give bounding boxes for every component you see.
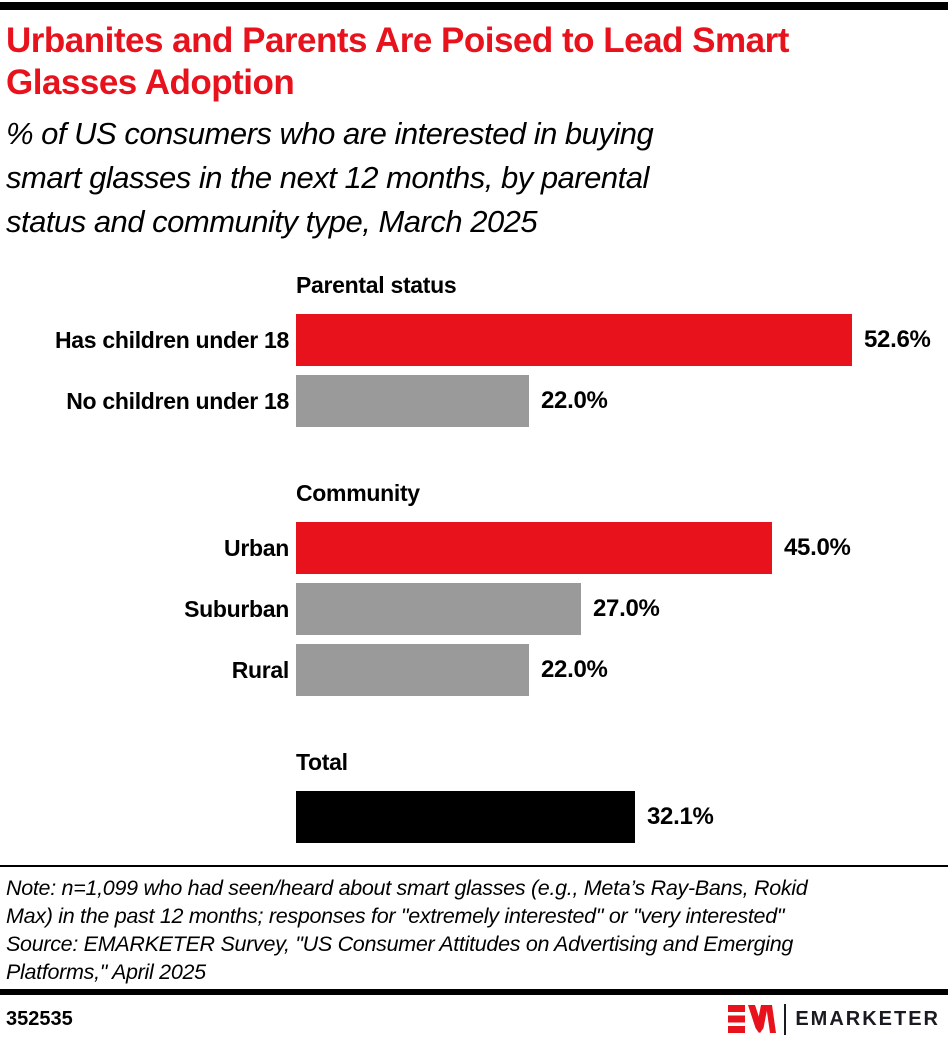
- bar: [296, 375, 529, 427]
- chart-id: 352535: [6, 1007, 73, 1030]
- emarketer-monogram-icon: [728, 1005, 777, 1033]
- bar-value-label: 32.1%: [647, 803, 714, 830]
- chart-subtitle: % of US consumers who are interested in …: [6, 116, 654, 239]
- bar-value-label: 52.6%: [864, 326, 931, 353]
- footer-row: 352535 EMARKETER: [6, 1001, 940, 1037]
- bar-row: Suburban 27.0%: [0, 583, 948, 635]
- chart-notes: Note: n=1,099 who had seen/heard about s…: [6, 874, 940, 986]
- group-title: Parental status: [296, 272, 457, 298]
- bar-value-label: 27.0%: [593, 595, 660, 622]
- chart-header: Urbanites and Parents Are Poised to Lead…: [6, 20, 938, 244]
- group-title: Total: [296, 749, 348, 775]
- bar-chart: Parental status Has children under 18 52.6…: [0, 272, 948, 843]
- logo-divider: [784, 1003, 787, 1035]
- bar-label: Rural: [231, 656, 290, 683]
- bar-label: Has children under 18: [55, 326, 289, 353]
- bar: [296, 791, 635, 843]
- source-text: Source: EMARKETER Survey, "US Consumer A…: [6, 932, 794, 984]
- chart-group: Community Urban 45.0% Suburban 27.0% Rural 22.…: [0, 480, 948, 696]
- note-text: Note: n=1,099 who had seen/heard about s…: [6, 876, 808, 928]
- bar-row: Has children under 18 52.6%: [0, 314, 948, 366]
- bar: [296, 644, 529, 696]
- bar-row: No children under 18 22.0%: [0, 375, 948, 427]
- logo-wordmark: EMARKETER: [795, 1007, 940, 1030]
- bar-row: Rural 22.0%: [0, 644, 948, 696]
- bar-label: No children under 18: [66, 387, 289, 414]
- bar: [296, 522, 772, 574]
- bar-row: Urban 45.0%: [0, 522, 948, 574]
- top-rule: [0, 2, 948, 10]
- bar: [296, 314, 852, 366]
- bar-value-label: 45.0%: [784, 534, 851, 561]
- bar: [296, 583, 581, 635]
- chart-group: Parental status Has children under 18 52.6…: [0, 272, 948, 427]
- emarketer-logo: EMARKETER: [728, 1002, 940, 1036]
- bar-value-label: 22.0%: [541, 387, 608, 414]
- footer-divider-rule: [0, 865, 948, 867]
- bar-label: Urban: [224, 534, 289, 561]
- chart-title: Urbanites and Parents Are Poised to Lead…: [6, 21, 789, 102]
- bar-row: 32.1%: [0, 791, 948, 843]
- bar-label: Suburban: [184, 595, 289, 622]
- bottom-rule: [0, 989, 948, 995]
- chart-group: Total 32.1%: [0, 749, 948, 843]
- group-title: Community: [296, 480, 420, 506]
- bar-value-label: 22.0%: [541, 656, 608, 683]
